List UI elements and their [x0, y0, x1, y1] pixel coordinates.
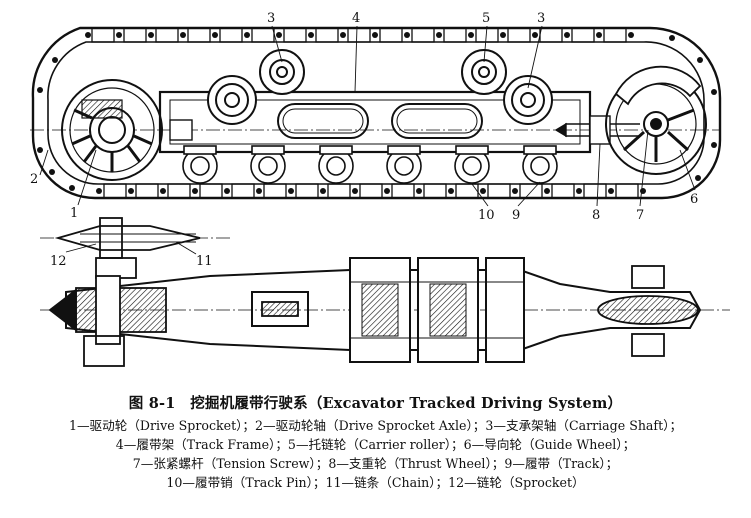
guide-wheel [605, 65, 707, 175]
callout-11: 11 [196, 254, 213, 269]
callout-7: 7 [636, 208, 644, 223]
callout-leaders [39, 25, 696, 255]
callout-1: 1 [70, 206, 78, 221]
callout-10: 10 [478, 208, 495, 223]
callout-3-right: 3 [537, 11, 545, 26]
caption-legend-line-1: 1—驱动轮（Drive Sprocket）；2—驱动轮轴（Drive Sproc… [68, 418, 683, 433]
caption-legend-line-3: 7—张紧螺杆（Tension Screw）；8—支重轮（Thrust Wheel… [132, 456, 619, 471]
tracked-driving-system-drawing: 3 4 5 3 2 1 10 9 8 7 6 12 11 [30, 11, 730, 367]
drive-sprocket-plan [48, 275, 167, 367]
figure-caption: 图 8-1 挖掘机履带行驶系（Excavator Tracked Driving… [0, 392, 751, 492]
callout-12: 12 [50, 254, 67, 269]
carrier-roller-right [503, 75, 553, 125]
callout-4: 4 [352, 11, 360, 26]
carrier-roller-left [207, 75, 257, 125]
drive-sprocket [61, 79, 163, 181]
top-view [40, 217, 730, 367]
side-view [30, 26, 722, 200]
tension-screw [169, 115, 640, 145]
callout-5: 5 [482, 11, 490, 26]
callout-2: 2 [30, 172, 38, 187]
track-pins [37, 32, 717, 194]
callout-numbers: 3 4 5 3 2 1 10 9 8 7 6 12 11 [30, 11, 698, 269]
track-plan [349, 257, 525, 363]
track-shoes [91, 27, 639, 199]
caption-title: 图 8-1 挖掘机履带行驶系（Excavator Tracked Driving… [128, 395, 623, 412]
carriage-roller-mid-left [259, 49, 305, 95]
caption-legend-line-4: 10—履带销（Track Pin）；11—链条（Chain）；12—链轮（Spr… [166, 475, 585, 490]
callout-6: 6 [690, 192, 698, 207]
callout-9: 9 [512, 208, 520, 223]
caption-legend-line-2: 4—履带架（Track Frame）；5—托链轮（Carrier roller）… [115, 437, 636, 452]
guide-wheel-plan [597, 265, 699, 357]
callout-3-left: 3 [267, 11, 275, 26]
callout-8: 8 [592, 208, 600, 223]
thrust-wheels [182, 145, 558, 184]
track [31, 26, 722, 200]
